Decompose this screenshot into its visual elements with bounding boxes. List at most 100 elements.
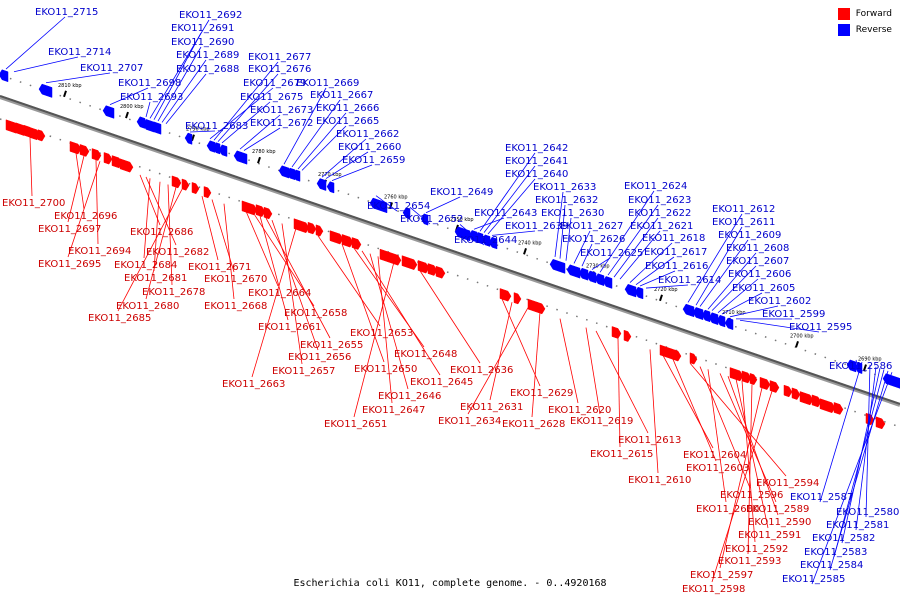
forward-gene — [171, 175, 182, 189]
forward-guide — [0, 118, 900, 428]
reverse-gene — [402, 207, 411, 220]
label-leader — [554, 191, 564, 257]
label-leader — [157, 46, 202, 122]
reverse-gene-label: EKO11_2673 — [250, 105, 313, 116]
label-leader — [559, 318, 579, 404]
reverse-gene-label: EKO11_2599 — [762, 309, 825, 320]
tick-label: 2770 kbp — [318, 172, 342, 178]
label-leader — [719, 387, 763, 569]
tick-mark — [257, 156, 261, 164]
forward-gene-label: EKO11_2680 — [116, 301, 179, 312]
reverse-gene-label: EKO11_2692 — [179, 10, 242, 21]
reverse-gene-label: EKO11_2659 — [342, 155, 405, 166]
forward-gene — [499, 288, 512, 302]
reverse-gene-label: EKO11_2665 — [316, 116, 379, 127]
tick-label: 2750 kbp — [450, 217, 474, 223]
reverse-gene — [882, 373, 900, 389]
tick-label: 2690 kbp — [858, 357, 882, 363]
legend-item-forward: Forward — [837, 8, 892, 20]
label-leader — [145, 187, 177, 300]
label-leader — [153, 32, 202, 120]
label-leader — [117, 189, 183, 312]
reverse-gene-label: EKO11_2683 — [185, 121, 248, 132]
label-leader — [467, 307, 529, 415]
label-leader — [855, 359, 860, 372]
reverse-gene-label: EKO11_2688 — [176, 64, 239, 75]
forward-gene — [241, 200, 258, 216]
forward-gene — [79, 144, 90, 157]
forward-gene-label: EKO11_2681 — [124, 273, 187, 284]
label-leader — [735, 378, 769, 529]
label-leader — [811, 372, 893, 585]
reverse-gene — [150, 121, 162, 135]
tick-mark — [795, 341, 799, 348]
label-leader — [189, 130, 216, 133]
reverse-gene-label: EKO11_2581 — [826, 520, 889, 531]
forward-gene-label: EKO11_2646 — [378, 391, 441, 402]
label-leader — [595, 330, 649, 434]
forward-gene-label: EKO11_2610 — [628, 475, 691, 486]
label-leader — [819, 361, 863, 503]
label-leader — [217, 73, 279, 142]
forward-gene-label: EKO11_2598 — [682, 584, 745, 595]
reverse-gene-label: EKO11_2660 — [338, 142, 401, 153]
forward-gene-label: EKO11_2594 — [756, 478, 819, 489]
label-leader — [833, 369, 885, 558]
reverse-gene-label: EKO11_2606 — [728, 269, 791, 280]
label-leader — [829, 370, 889, 571]
reverse-gene-label: EKO11_2617 — [644, 247, 707, 258]
label-leader — [727, 375, 779, 516]
forward-gene-label: EKO11_2600 — [696, 504, 759, 515]
tick-label: 2800 kbp — [120, 104, 144, 110]
reverse-gene-label: EKO11_2614 — [658, 275, 721, 286]
forward-gene-label: EKO11_2634 — [438, 416, 501, 427]
label-leader — [711, 391, 773, 583]
forward-gene — [329, 230, 344, 245]
forward-gene-label: EKO11_2684 — [114, 260, 177, 271]
reverse-gene-label: EKO11_2627 — [560, 221, 623, 232]
tick-label: 2720 kbp — [654, 287, 678, 293]
reverse-gene-label: EKO11_2652 — [400, 214, 463, 225]
reverse-gene-label: EKO11_2654 — [367, 201, 430, 212]
legend-label-reverse: Reverse — [855, 25, 892, 35]
forward-gene-label: EKO11_2604 — [683, 450, 746, 461]
tick-label: 2790 kbp — [186, 127, 210, 133]
reverse-gene-label: EKO11_2643 — [474, 208, 537, 219]
label-leader — [699, 366, 751, 489]
forward-gene — [435, 265, 446, 279]
label-leader — [75, 152, 85, 210]
forward-gene — [255, 204, 266, 217]
label-leader — [145, 101, 151, 118]
forward-gene-label: EKO11_2694 — [68, 246, 131, 257]
label-leader — [321, 138, 367, 178]
forward-gene — [749, 372, 758, 386]
label-leader — [599, 190, 655, 273]
label-leader — [565, 217, 572, 261]
forward-gene-label: EKO11_2664 — [248, 288, 311, 299]
reverse-gene-label: EKO11_2621 — [630, 221, 693, 232]
label-leader — [265, 217, 331, 339]
forward-gene-label: EKO11_2619 — [570, 416, 633, 427]
label-leader — [281, 223, 303, 365]
reverse-gene — [184, 132, 193, 145]
forward-gene-label: EKO11_2603 — [686, 463, 749, 474]
label-leader — [251, 228, 297, 378]
label-leader — [695, 226, 743, 306]
label-leader — [661, 353, 714, 449]
forward-gene — [307, 221, 317, 235]
forward-gene — [119, 158, 134, 173]
forward-gene-label: EKO11_2613 — [618, 435, 681, 446]
forward-gene — [69, 140, 82, 155]
label-leader — [109, 87, 149, 106]
forward-gene-label: EKO11_2597 — [690, 570, 753, 581]
forward-gene — [315, 224, 324, 237]
reverse-gene — [0, 69, 9, 83]
reverse-gene-label: EKO11_2586 — [829, 361, 892, 372]
tick-mark — [659, 294, 663, 302]
label-leader — [619, 230, 661, 280]
forward-gene — [181, 178, 190, 191]
label-leader — [253, 213, 315, 307]
tick-mark — [389, 202, 393, 209]
label-leader — [489, 302, 513, 401]
forward-gene-label: EKO11_2668 — [204, 301, 267, 312]
